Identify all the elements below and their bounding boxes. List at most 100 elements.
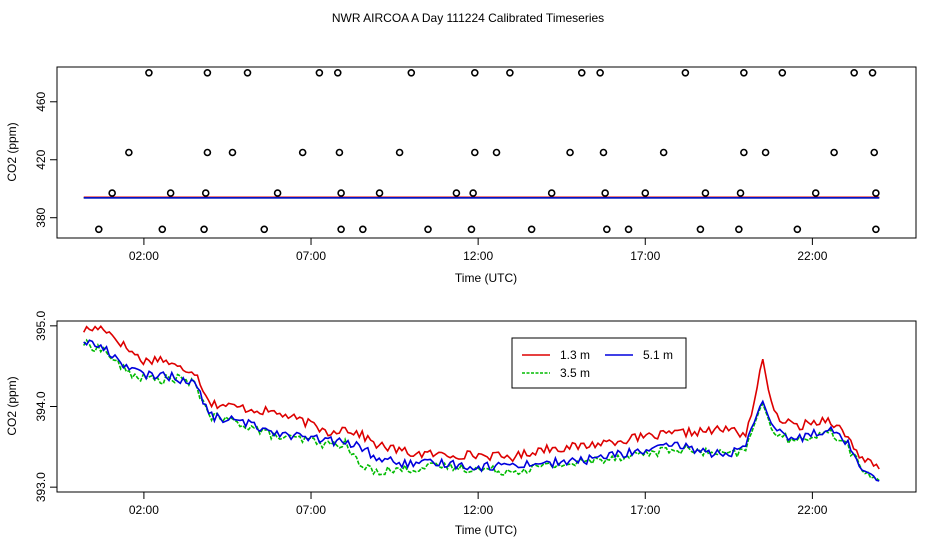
y-tick-label: 394.0: [34, 391, 48, 421]
scatter-point: [696, 225, 705, 234]
top-y-axis-label: CO2 (ppm): [5, 122, 19, 181]
scatter-point: [811, 189, 820, 197]
scatter-point: [577, 68, 586, 77]
scatter-point: [203, 68, 212, 77]
scatter-point: [641, 189, 650, 197]
scatter-point: [424, 225, 432, 234]
legend-label-5-1m: 5.1 m: [643, 348, 673, 362]
bottom-x-axis-label: Time (UTC): [455, 523, 517, 537]
scatter-point: [596, 68, 604, 77]
scatter-point: [201, 189, 210, 197]
scatter-point: [243, 68, 252, 77]
scatter-point: [407, 68, 416, 77]
scatter-point: [736, 189, 745, 197]
x-tick-label: 07:00: [296, 503, 326, 517]
scatter-point: [158, 225, 167, 234]
x-tick-label: 07:00: [296, 249, 326, 263]
scatter-point: [273, 189, 282, 197]
scatter-point: [200, 225, 208, 234]
scatter-point: [395, 148, 404, 157]
scatter-point: [145, 68, 153, 77]
scatter-point: [547, 189, 556, 197]
scatter-point: [830, 148, 838, 157]
scatter-point: [315, 68, 324, 77]
x-tick-label: 17:00: [630, 249, 660, 263]
scatter-point: [333, 68, 342, 77]
scatter-point: [298, 148, 307, 157]
scatter-point: [850, 68, 858, 77]
series-line-1-3--m: [82, 325, 880, 470]
scatter-point: [166, 189, 175, 197]
scatter-point: [492, 148, 501, 157]
scatter-point: [452, 189, 461, 197]
y-tick-label: 393.0: [34, 472, 48, 502]
scatter-point: [599, 148, 608, 157]
y-tick-label: 380: [34, 207, 48, 227]
bottom-series-lines: [82, 325, 880, 482]
chart-title: NWR AIRCOA A Day 111224 Calibrated Times…: [332, 11, 604, 25]
scatter-point: [375, 189, 384, 197]
bottom-y-axis-label: CO2 (ppm): [5, 376, 19, 435]
y-tick-label: 395.0: [34, 310, 48, 340]
scatter-point: [566, 148, 574, 157]
series-line-5-1--m: [83, 339, 880, 482]
scatter-point: [735, 225, 743, 234]
scatter-point: [624, 225, 633, 234]
scatter-point: [108, 189, 116, 197]
scatter-point: [94, 225, 103, 234]
y-tick-label: 420: [34, 149, 48, 169]
scatter-point: [337, 189, 345, 197]
scatter-point: [228, 148, 237, 157]
scatter-point: [778, 68, 787, 77]
top-plot-frame: [56, 66, 917, 239]
scatter-point: [659, 148, 668, 157]
x-tick-label: 12:00: [463, 503, 493, 517]
scatter-point: [793, 225, 802, 234]
scatter-point: [870, 148, 879, 157]
scatter-point: [467, 225, 476, 234]
scatter-point: [601, 189, 609, 197]
x-tick-label: 02:00: [129, 503, 159, 517]
bottom-panel: 02:00 07:00 12:00 17:00 22:00 393.0 394.0 395.…: [5, 310, 917, 537]
legend-label-1-3m: 1.3 m: [560, 348, 590, 362]
bottom-x-axis: 02:00 07:00 12:00 17:00 22:00: [129, 492, 828, 517]
series-line-3-5--m: [82, 338, 880, 482]
scatter-point: [469, 189, 477, 197]
scatter-point: [506, 68, 514, 77]
x-tick-label: 12:00: [463, 249, 493, 263]
top-panel: 02:00 07:00 12:00 17:00 22:00 380 420 460 Time…: [5, 66, 917, 285]
scatter-point: [740, 148, 748, 157]
scatter-point: [471, 148, 479, 157]
scatter-point: [761, 148, 770, 157]
scatter-point: [681, 68, 690, 77]
x-tick-label: 22:00: [797, 503, 827, 517]
legend: 1.3 m 5.1 m 3.5 m: [511, 337, 687, 389]
top-y-axis: 380 420 460: [34, 91, 57, 228]
y-tick-label: 460: [34, 91, 48, 111]
scatter-point: [868, 68, 877, 77]
scatter-point: [335, 148, 344, 157]
x-tick-label: 17:00: [630, 503, 660, 517]
scatter-point: [260, 225, 269, 234]
scatter-point: [603, 225, 611, 234]
scatter-point: [337, 225, 345, 234]
scatter-point: [471, 68, 479, 77]
x-tick-label: 22:00: [797, 249, 827, 263]
scatter-point: [359, 225, 367, 234]
scatter-point: [701, 189, 710, 197]
legend-box: [511, 337, 687, 389]
bottom-plot-frame: [56, 320, 917, 493]
scatter-point: [740, 68, 748, 77]
scatter-point: [125, 148, 133, 157]
scatter-point: [527, 225, 536, 234]
bottom-y-axis: 393.0 394.0 395.0: [34, 310, 57, 502]
scatter-point: [203, 148, 212, 157]
top-scatter-points: [94, 68, 880, 234]
scatter-point: [872, 189, 880, 197]
top-series-lines: [83, 196, 880, 199]
x-tick-label: 02:00: [129, 249, 159, 263]
top-x-axis: 02:00 07:00 12:00 17:00 22:00: [129, 238, 828, 263]
legend-label-3-5m: 3.5 m: [560, 366, 590, 380]
scatter-point: [872, 225, 880, 234]
